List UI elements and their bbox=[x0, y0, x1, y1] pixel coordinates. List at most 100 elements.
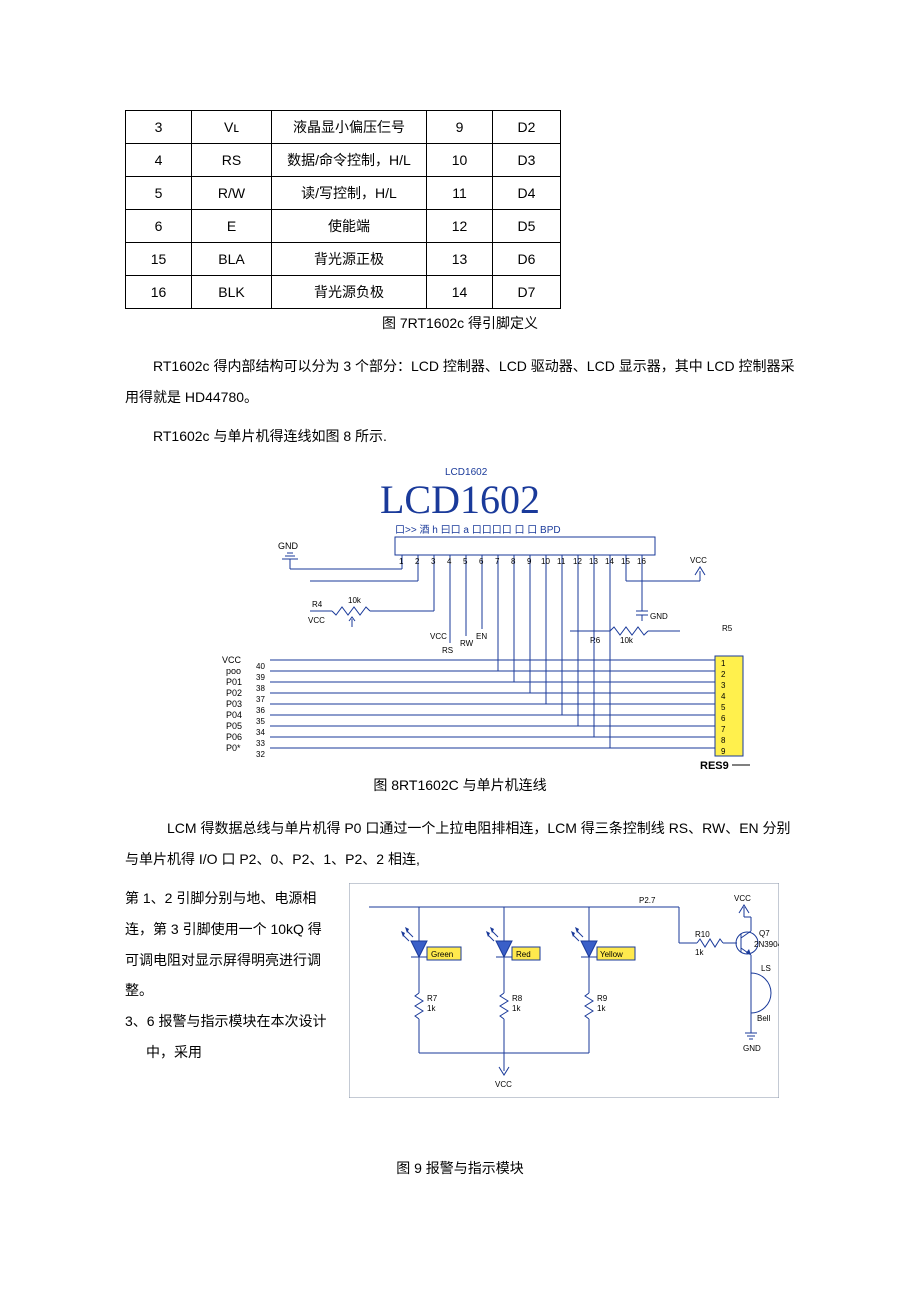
svg-text:6: 6 bbox=[721, 714, 726, 723]
table-row: 15 BLA 背光源正极 13 D6 bbox=[126, 243, 741, 276]
svg-text:11: 11 bbox=[557, 557, 566, 566]
svg-text:4: 4 bbox=[721, 692, 726, 701]
left-pin-numbers: 40 39 38 37 36 35 34 33 32 bbox=[256, 662, 265, 759]
resistor-pack bbox=[715, 656, 743, 756]
svg-text:8: 8 bbox=[511, 557, 516, 566]
gnd-label: GND bbox=[743, 1044, 761, 1053]
lcd-body bbox=[395, 537, 655, 555]
svg-text:1: 1 bbox=[721, 659, 726, 668]
gnd2-label: GND bbox=[650, 612, 668, 621]
cell: 15 bbox=[126, 243, 192, 276]
svg-text:15: 15 bbox=[621, 557, 630, 566]
cell: D7 bbox=[493, 276, 561, 309]
pin-glyph-row: 口>> 酒 h 曰口 a 口口口口 口 口 BPD bbox=[395, 524, 561, 536]
cell bbox=[561, 210, 741, 243]
lcd-pins: 1 2 3 4 5 6 7 8 9 10 11 12 13 14 15 16 bbox=[399, 555, 646, 569]
vcc-bottom: VCC bbox=[495, 1080, 512, 1089]
svg-text:7: 7 bbox=[721, 725, 726, 734]
cell: Vʟ bbox=[192, 111, 272, 144]
svg-text:40: 40 bbox=[256, 662, 265, 671]
cell bbox=[561, 276, 741, 309]
svg-text:12: 12 bbox=[573, 557, 582, 566]
cell: 10 bbox=[427, 144, 493, 177]
cell: BLK bbox=[192, 276, 272, 309]
cell: 12 bbox=[427, 210, 493, 243]
cell bbox=[561, 111, 741, 144]
svg-text:R7: R7 bbox=[427, 994, 438, 1003]
svg-text:1k: 1k bbox=[427, 1004, 436, 1013]
cell: D2 bbox=[493, 111, 561, 144]
svg-text:38: 38 bbox=[256, 684, 265, 693]
cell: E bbox=[192, 210, 272, 243]
r10-label: R10 bbox=[695, 930, 710, 939]
cell: D3 bbox=[493, 144, 561, 177]
svg-text:36: 36 bbox=[256, 706, 265, 715]
svg-text:1k: 1k bbox=[512, 1004, 521, 1013]
right-pin-numbers: 1 2 3 4 5 6 7 8 9 bbox=[721, 659, 726, 756]
cell: R/W bbox=[192, 177, 272, 210]
table-row: 6 E 使能端 12 D5 bbox=[126, 210, 741, 243]
svg-text:13: 13 bbox=[589, 557, 598, 566]
svg-text:10: 10 bbox=[541, 557, 550, 566]
svg-text:3: 3 bbox=[721, 681, 726, 690]
paragraph-1: RT1602c 得内部结构可以分为 3 个部分：LCD 控制器、LCD 驱动器、… bbox=[125, 351, 795, 413]
table-row: 3 Vʟ 液晶显小偏压仨号 9 D2 bbox=[126, 111, 741, 144]
cell: 16 bbox=[126, 276, 192, 309]
svg-text:P05: P05 bbox=[226, 721, 242, 731]
cell: 13 bbox=[427, 243, 493, 276]
left-para-2: 3、6 报警与指示模块在本次设计中，采用 bbox=[146, 1006, 335, 1068]
res9-label: RES9 bbox=[700, 760, 729, 771]
figure8-caption: 图 8RT1602C 与单片机连线 bbox=[125, 775, 795, 795]
left-text-block: 第 1、2 引脚分别与地、电源相连，第 3 引脚使用一个 10kQ 得可调电阻对… bbox=[125, 883, 335, 1068]
cell: 14 bbox=[427, 276, 493, 309]
svg-text:34: 34 bbox=[256, 728, 265, 737]
vcc-top: VCC bbox=[690, 556, 707, 565]
q7-part: 2N3904 bbox=[754, 940, 779, 949]
vcc-small: VCC bbox=[430, 632, 447, 641]
svg-text:P06: P06 bbox=[226, 732, 242, 742]
svg-text:9: 9 bbox=[721, 747, 726, 756]
svg-text:P03: P03 bbox=[226, 699, 242, 709]
svg-text:14: 14 bbox=[605, 557, 614, 566]
table-row: 5 R/W 读/写控制，H/L 11 D4 bbox=[126, 177, 741, 210]
svg-text:R9: R9 bbox=[597, 994, 608, 1003]
svg-text:P0*: P0* bbox=[226, 743, 241, 753]
gnd-label: GND bbox=[278, 541, 299, 551]
bell-label: Bell bbox=[757, 1014, 771, 1023]
svg-text:2: 2 bbox=[721, 670, 726, 679]
ls-label: LS bbox=[761, 964, 771, 973]
cell: 3 bbox=[126, 111, 192, 144]
left-para-1: 第 1、2 引脚分别与地、电源相连，第 3 引脚使用一个 10kQ 得可调电阻对… bbox=[125, 883, 335, 1006]
svg-text:1: 1 bbox=[399, 557, 404, 566]
svg-text:1k: 1k bbox=[597, 1004, 606, 1013]
r4-value: 10k bbox=[348, 596, 362, 605]
cell: D5 bbox=[493, 210, 561, 243]
rs-label: RS bbox=[442, 646, 453, 655]
left-port-labels: VCC poo P01 P02 P03 P04 P05 P06 P0* bbox=[222, 655, 242, 753]
figure9-caption: 图 9 报警与指示模块 bbox=[125, 1158, 795, 1178]
paragraph-3: LCM 得数据总线与单片机得 P0 口通过一个上拉电阻排相连，LCM 得三条控制… bbox=[125, 813, 795, 875]
vcc-label: VCC bbox=[734, 894, 751, 903]
svg-text:4: 4 bbox=[447, 557, 452, 566]
figure8-schematic: LCD1602 LCD1602 口>> 酒 h 曰口 a 口口口口 口 口 BP… bbox=[125, 461, 795, 771]
cell bbox=[561, 177, 741, 210]
rw-label: RW bbox=[460, 639, 474, 648]
svg-text:37: 37 bbox=[256, 695, 265, 704]
cell: 液晶显小偏压仨号 bbox=[272, 111, 427, 144]
table-row: 4 RS 数据/命令控制，H/L 10 D3 bbox=[126, 144, 741, 177]
cell: 背光源负极 bbox=[272, 276, 427, 309]
svg-text:P01: P01 bbox=[226, 677, 242, 687]
svg-text:Yellow: Yellow bbox=[600, 950, 623, 959]
svg-text:8: 8 bbox=[721, 736, 726, 745]
cell: 6 bbox=[126, 210, 192, 243]
cell: RS bbox=[192, 144, 272, 177]
r6-value: 10k bbox=[620, 636, 634, 645]
vcc-r4: VCC bbox=[308, 616, 325, 625]
cell: D4 bbox=[493, 177, 561, 210]
cell bbox=[561, 144, 741, 177]
text-figure9-row: 第 1、2 引脚分别与地、电源相连，第 3 引脚使用一个 10kQ 得可调电阻对… bbox=[125, 883, 795, 1098]
svg-text:VCC: VCC bbox=[222, 655, 242, 665]
p27-label: P2.7 bbox=[639, 896, 656, 905]
en-label: EN bbox=[476, 632, 487, 641]
cell: 11 bbox=[427, 177, 493, 210]
